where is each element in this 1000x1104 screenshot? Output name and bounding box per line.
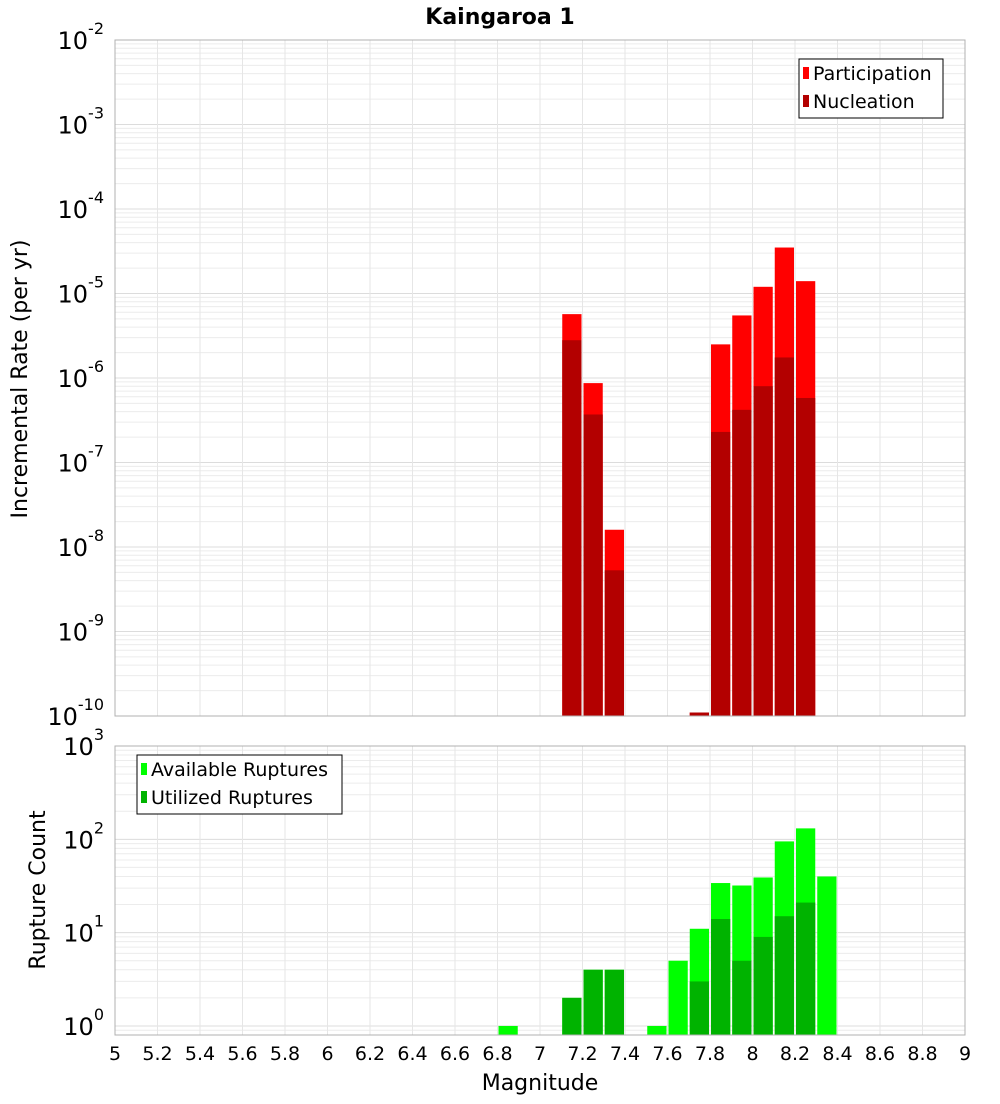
bar [796,902,816,1035]
x-tick-label: 6.4 [397,1043,427,1065]
x-tick-label: 7 [534,1043,546,1065]
y-axis-ticks: 10-2 10-3 10-4 10-5 10-6 10-7 10-8 10-9 10-10 [47,19,104,731]
y-tick-label: 10-7 [58,442,105,478]
bar [689,981,709,1035]
x-tick-label: 5.4 [185,1043,215,1065]
legend-label: Participation [813,63,932,85]
x-tick-label: 5.8 [270,1043,300,1065]
x-tick-label: 5.2 [142,1043,172,1065]
y-tick-label: 10-2 [58,19,105,55]
y-axis-ticks: 103 102 101 100 [63,725,104,1041]
x-tick-label: 6.6 [440,1043,470,1065]
x-tick-label: 6 [321,1043,333,1065]
y-tick-label: 10-8 [58,526,105,562]
legend-swatch [141,791,147,803]
legend-swatch [803,95,809,107]
y-tick-label: 100 [63,1005,104,1041]
x-tick-label: 8.6 [865,1043,895,1065]
y-tick-label: 10-3 [58,104,105,140]
bar [604,969,624,1035]
bar [753,936,773,1035]
bar [583,414,603,716]
grid-major [115,39,966,717]
bar [774,357,794,716]
x-tick-label: 7.8 [695,1043,725,1065]
bar [753,386,773,716]
bar [604,570,624,716]
series-nucleation [562,340,816,716]
bar [562,997,582,1035]
x-tick-label: 7.4 [610,1043,640,1065]
bar [689,712,709,716]
x-tick-label: 8.8 [907,1043,937,1065]
plot-frame [114,39,966,717]
y-tick-label: 10-5 [58,273,105,309]
y-tick-label: 103 [63,725,104,761]
y-tick-label: 10-4 [58,188,105,224]
x-axis-label: Magnitude [482,1071,599,1096]
y-axis-label-count: Rupture Count [26,810,51,970]
legend-label: Available Ruptures [151,759,328,781]
legend-label: Utilized Ruptures [151,787,313,809]
bar [498,1025,518,1035]
bar [732,960,752,1035]
legend: Available Ruptures Utilized Ruptures [136,754,343,815]
bar [817,876,837,1035]
bar [732,409,752,716]
x-axis-ticks: 5 5.2 5.4 5.6 5.8 6 6.2 6.4 6.6 6.8 7 7.2 7.4 7.6 7.8 8… [109,1043,971,1065]
y-tick-label: 101 [63,912,104,948]
y-tick-label: 10-6 [58,357,105,393]
legend-label: Nucleation [813,91,915,113]
bar [796,397,816,716]
bar [774,916,794,1035]
legend-swatch [803,67,809,79]
incremental-rate-panel: 10-2 10-3 10-4 10-5 10-6 10-7 10-8 10-9 10-10 Par… [47,19,966,731]
legend: Participation Nucleation [798,58,944,119]
bar [668,960,688,1035]
x-tick-label: 7.2 [567,1043,597,1065]
plot-frame [114,745,966,1036]
x-tick-label: 6.2 [355,1043,385,1065]
y-tick-label: 102 [63,818,104,854]
series-utilized-ruptures [562,902,816,1035]
chart-title: Kaingaroa 1 [425,5,574,30]
x-tick-label: 5 [109,1043,121,1065]
bar [647,1025,667,1035]
rupture-count-panel: 103 102 101 100 Available Ruptures Utilized R… [63,725,966,1041]
y-axis-label-rate: Incremental Rate (per yr) [8,240,33,519]
x-tick-label: 8 [746,1043,758,1065]
bar [711,919,731,1035]
bar [583,969,603,1035]
bar [562,340,582,716]
x-tick-label: 8.4 [822,1043,852,1065]
x-tick-label: 5.6 [227,1043,257,1065]
x-tick-label: 7.6 [652,1043,682,1065]
y-tick-label: 10-10 [47,695,104,731]
bar [711,431,731,716]
legend-swatch [141,763,147,775]
y-tick-label: 10-9 [58,611,105,647]
x-tick-label: 9 [959,1043,971,1065]
x-tick-label: 6.8 [482,1043,512,1065]
x-tick-label: 8.2 [780,1043,810,1065]
